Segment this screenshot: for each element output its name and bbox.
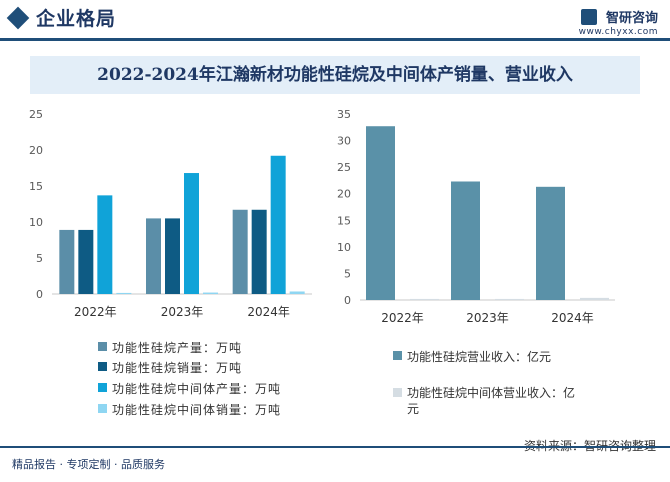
bar (495, 298, 524, 300)
legend-label: 功能性硅烷中间体产量：万吨 (112, 382, 282, 396)
y-tick-label: 0 (36, 288, 43, 301)
y-tick-label: 25 (29, 108, 43, 121)
y-tick-label: 35 (337, 108, 351, 121)
x-tick-label: 2024年 (247, 305, 290, 319)
legend-swatch (98, 362, 107, 371)
bar (451, 181, 480, 300)
y-tick-label: 25 (337, 161, 351, 174)
legend-label: 功能性硅烷营业收入：亿元 (407, 350, 552, 364)
bar (251, 209, 267, 294)
legend-label: 功能性硅烷中间体营业收入：亿元 (407, 386, 576, 416)
bar (116, 292, 132, 294)
legend-swatch (98, 342, 107, 351)
y-tick-label: 0 (344, 294, 351, 307)
bar (165, 218, 180, 294)
legend-swatch (393, 388, 402, 397)
legend-label: 功能性硅烷中间体销量：万吨 (112, 403, 282, 417)
y-tick-label: 5 (344, 267, 351, 280)
footer-divider (0, 446, 670, 448)
brand-url: www.chyxx.com (578, 27, 658, 37)
legend-swatch (98, 383, 107, 392)
y-tick-label: 20 (29, 144, 43, 157)
bar (410, 298, 439, 300)
legend-swatch (98, 404, 107, 413)
legend-label: 功能性硅烷产量：万吨 (112, 341, 243, 355)
section-title: 企业格局 (36, 8, 117, 30)
bar (146, 218, 161, 294)
y-tick-label: 20 (337, 188, 351, 201)
x-tick-label: 2022年 (74, 305, 117, 319)
bar (536, 186, 565, 300)
x-tick-label: 2024年 (551, 311, 594, 325)
bar (580, 297, 609, 300)
footer: 精品报告 · 专项定制 · 品质服务 (0, 446, 670, 482)
brand: 智研咨询 www.chyxx.com (579, 6, 658, 37)
header-divider (0, 38, 670, 41)
y-tick-label: 15 (29, 180, 43, 193)
bar (289, 291, 305, 294)
header: 企业格局 智研咨询 www.chyxx.com (0, 0, 670, 37)
bar (97, 195, 113, 294)
y-tick-label: 10 (337, 241, 351, 254)
x-tick-label: 2022年 (381, 311, 424, 325)
y-tick-label: 10 (29, 216, 43, 229)
bar (184, 173, 199, 294)
legend-label: 功能性硅烷销量：万吨 (112, 361, 243, 375)
brand-name: 智研咨询 (605, 11, 658, 26)
x-tick-label: 2023年 (466, 311, 509, 325)
y-tick-label: 30 (337, 135, 351, 148)
bar (270, 155, 286, 294)
legend-swatch (393, 351, 402, 360)
footer-text: 精品报告 · 专项定制 · 品质服务 (12, 458, 165, 471)
bar (59, 229, 75, 294)
x-tick-label: 2023年 (161, 305, 204, 319)
bar (78, 229, 94, 294)
brand-logo-icon (580, 8, 597, 25)
title-band: 2022-2024年江瀚新材功能性硅烷及中间体产销量、营业收入 (30, 56, 640, 94)
bar (366, 126, 395, 300)
chart-title: 2022-2024年江瀚新材功能性硅烷及中间体产销量、营业收入 (97, 65, 573, 85)
y-tick-label: 15 (337, 214, 351, 227)
y-tick-label: 5 (36, 252, 43, 265)
bar (232, 209, 248, 294)
bar (203, 292, 218, 294)
